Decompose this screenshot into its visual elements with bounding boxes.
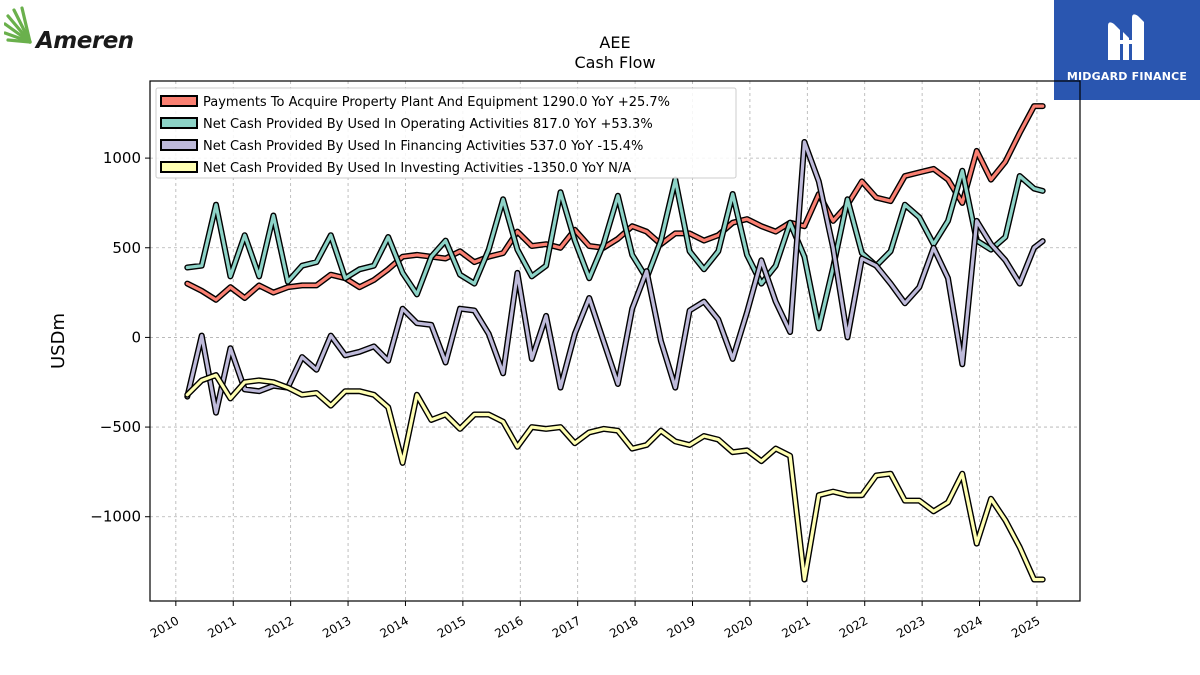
series-line-4 [184, 372, 1046, 583]
x-tick-label: 2022 [837, 613, 870, 640]
series-line-stroke [185, 169, 1045, 330]
y-tick-label: 1000 [103, 149, 141, 167]
chart-title: AEE [599, 33, 630, 52]
series-line-stroke [185, 140, 1045, 415]
legend-entry: Net Cash Provided By Used In Investing A… [203, 161, 631, 176]
y-axis-label: USDm [48, 313, 69, 369]
x-tick-label: 2024 [952, 613, 985, 640]
ameren-logo: Ameren [4, 4, 144, 60]
legend-entry: Net Cash Provided By Used In Operating A… [203, 117, 653, 132]
y-tick-label: 500 [112, 239, 141, 257]
ameren-wordmark: Ameren [36, 28, 134, 54]
legend-swatch [160, 95, 198, 107]
ameren-sunburst-icon [4, 6, 32, 44]
y-tick-label: 0 [131, 328, 141, 346]
series-lines [184, 103, 1046, 583]
series-line-1 [184, 103, 1046, 303]
x-tick-label: 2018 [607, 613, 640, 640]
y-tick-label: −1000 [90, 508, 141, 526]
series-line-2 [184, 167, 1046, 332]
x-tick-label: 2013 [320, 613, 353, 640]
x-tick-label: 2010 [148, 613, 181, 640]
series-line-3 [184, 139, 1046, 416]
plot-frame [149, 80, 1081, 602]
series-line-outline [184, 167, 1046, 332]
legend-box [155, 87, 737, 179]
y-tick-label: −500 [100, 418, 141, 436]
x-axis-ticks: 2010 2011 2012 2013 2014 2015 2016 2017 2018 2019… [148, 601, 1042, 641]
legend-swatch [160, 117, 198, 129]
legend-swatch [160, 139, 198, 151]
midgard-finance-logo: MIDGARD FINANCE [1054, 0, 1200, 100]
legend: Payments To Acquire Property Plant And E… [155, 87, 737, 179]
x-tick-label: 2012 [263, 613, 296, 640]
x-tick-label: 2025 [1009, 613, 1042, 640]
legend-entry: Payments To Acquire Property Plant And E… [203, 95, 670, 110]
midgard-m-icon [1108, 14, 1144, 60]
x-tick-label: 2023 [894, 613, 927, 640]
x-tick-label: 2014 [378, 613, 411, 640]
series-line-stroke [185, 104, 1045, 302]
x-tick-label: 2015 [435, 613, 468, 640]
legend-entry: Net Cash Provided By Used In Financing A… [203, 139, 643, 154]
x-tick-label: 2020 [722, 613, 755, 640]
series-line-stroke [185, 373, 1045, 582]
x-tick-label: 2021 [779, 613, 812, 640]
x-tick-label: 2017 [550, 613, 583, 640]
series-line-outline [184, 372, 1046, 583]
chart-subtitle: Cash Flow [574, 53, 655, 72]
y-axis-ticks: −1000 −500 0 500 1000 [90, 149, 150, 526]
x-tick-label: 2019 [665, 613, 698, 640]
midgard-finance-text: MIDGARD FINANCE [1066, 70, 1188, 83]
x-tick-label: 2016 [492, 613, 525, 640]
legend-swatch [160, 161, 198, 173]
x-tick-label: 2011 [205, 613, 238, 640]
